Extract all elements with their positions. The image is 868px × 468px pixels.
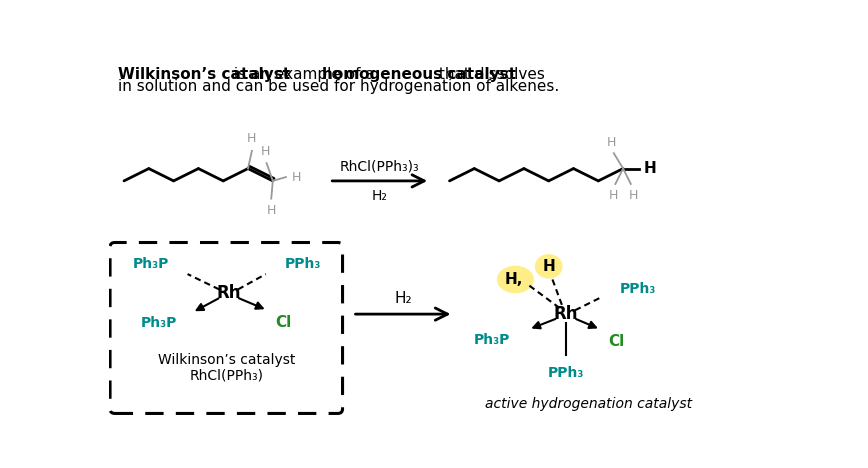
Text: H: H xyxy=(609,189,619,202)
Text: PPh₃: PPh₃ xyxy=(620,282,656,296)
Text: that dissolves: that dissolves xyxy=(434,67,545,82)
Text: Rh: Rh xyxy=(216,285,241,302)
Text: H: H xyxy=(260,145,270,158)
Text: Cl: Cl xyxy=(608,334,625,349)
Text: H: H xyxy=(247,132,257,146)
Text: H: H xyxy=(266,204,276,217)
Text: Wilkinson’s catalyst: Wilkinson’s catalyst xyxy=(118,67,290,82)
Text: Ph₃P: Ph₃P xyxy=(474,333,510,346)
Text: is an example of a: is an example of a xyxy=(229,67,380,82)
Text: H₂: H₂ xyxy=(372,189,388,203)
Text: in solution and can be used for hydrogenation of alkenes.: in solution and can be used for hydrogen… xyxy=(118,79,559,94)
Text: Ph₃P: Ph₃P xyxy=(141,315,177,329)
Text: H: H xyxy=(542,259,555,274)
Text: Cl: Cl xyxy=(275,315,292,330)
Ellipse shape xyxy=(497,266,533,292)
Text: H: H xyxy=(628,189,638,202)
Text: Ph₃P: Ph₃P xyxy=(133,257,169,271)
Text: RhCl(PPh₃)₃: RhCl(PPh₃)₃ xyxy=(340,159,419,173)
Text: H: H xyxy=(644,161,657,176)
Text: active hydrogenation catalyst: active hydrogenation catalyst xyxy=(485,397,693,411)
Ellipse shape xyxy=(536,255,562,278)
Text: homogeneous catalyst: homogeneous catalyst xyxy=(322,67,516,82)
Text: PPh₃: PPh₃ xyxy=(548,366,584,380)
Text: RhCl(PPh₃): RhCl(PPh₃) xyxy=(189,369,263,383)
Text: H,: H, xyxy=(504,272,523,287)
Text: H: H xyxy=(607,136,616,149)
Text: H₂: H₂ xyxy=(394,292,411,307)
FancyBboxPatch shape xyxy=(110,242,343,413)
Text: PPh₃: PPh₃ xyxy=(285,257,321,271)
Text: Rh: Rh xyxy=(554,305,578,323)
Text: Wilkinson’s catalyst: Wilkinson’s catalyst xyxy=(158,353,295,367)
Text: H: H xyxy=(292,170,301,183)
